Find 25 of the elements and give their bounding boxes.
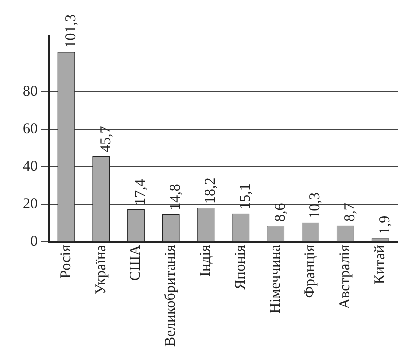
x-tick-label: Франція (302, 245, 319, 298)
data-label: 14,8 (168, 184, 184, 210)
x-tick-label: Росія (58, 245, 74, 279)
y-tick-label: 80 (23, 84, 38, 100)
x-tick-label: Індія (198, 245, 214, 277)
data-label: 10,3 (308, 192, 324, 219)
data-label: 8,7 (342, 202, 359, 222)
y-tick-label: 60 (23, 122, 38, 138)
data-label: 45,7 (98, 126, 114, 153)
x-tick-label: Китай (372, 245, 388, 285)
y-tick-label: 40 (23, 159, 38, 176)
x-tick-label: Австралія (338, 245, 354, 310)
data-label: 17,4 (133, 178, 150, 206)
data-label: 8,6 (272, 202, 289, 222)
y-tick-label: 20 (23, 196, 38, 213)
y-tick-label: 0 (30, 234, 38, 250)
x-tick-label: США (128, 244, 144, 282)
data-label: 18,2 (202, 178, 219, 204)
x-tick-label: Великобританія (163, 245, 180, 348)
x-tick-label: Україна (93, 244, 110, 295)
x-tick-label: Японія (232, 245, 249, 290)
data-label: 101,3 (63, 14, 80, 48)
x-tick-label: Німеччина (268, 244, 284, 314)
data-label: 15,1 (238, 184, 254, 210)
data-label: 1,9 (377, 216, 394, 235)
